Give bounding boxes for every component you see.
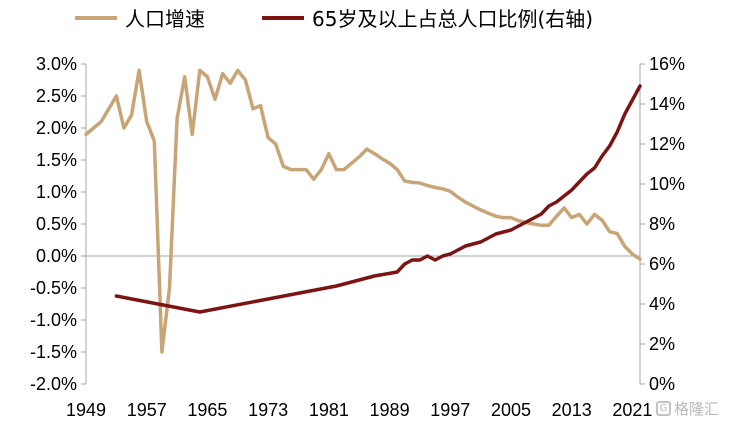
y-left-tick-label: 2.0%: [36, 118, 77, 138]
x-tick-label: 1997: [430, 400, 470, 420]
x-tick-label: 1965: [187, 400, 227, 420]
y-left-tick-label: -1.0%: [30, 310, 77, 330]
series-line-2: [114, 84, 642, 314]
y-right-tick-label: 12%: [649, 134, 685, 154]
y-left-tick-label: -2.0%: [30, 374, 77, 394]
legend-label-2: 65岁及以上占总人口比例(右轴): [312, 7, 593, 31]
y-left-tick-label: -0.5%: [30, 278, 77, 298]
y-left-tick-label: 0.5%: [36, 214, 77, 234]
x-tick-label: 1957: [127, 400, 167, 420]
y-left-tick-label: 0.0%: [36, 246, 77, 266]
watermark: G 格隆汇: [656, 398, 719, 419]
watermark-text: 格隆汇: [674, 400, 720, 418]
y-left-tick-label: 1.5%: [36, 150, 77, 170]
y-left-tick-label: 2.5%: [36, 86, 77, 106]
x-tick-label: 1989: [370, 400, 410, 420]
x-tick-label: 1949: [66, 400, 106, 420]
y-right-tick-label: 14%: [649, 94, 685, 114]
watermark-icon: G: [656, 401, 671, 416]
y-left-tick-label: 3.0%: [36, 54, 77, 74]
y-right-tick-label: 8%: [649, 214, 675, 234]
x-tick-label: 1981: [309, 400, 349, 420]
x-tick-label: 1973: [248, 400, 288, 420]
y-right-tick-label: 10%: [649, 174, 685, 194]
x-tick-label: 2021: [612, 400, 652, 420]
y-left-tick-label: -1.5%: [30, 342, 77, 362]
y-left-tick-label: 1.0%: [36, 182, 77, 202]
series-group: [84, 68, 642, 354]
y-right-tick-label: 16%: [649, 54, 685, 74]
y-right-tick-label: 6%: [649, 254, 675, 274]
legend: 人口增速 65岁及以上占总人口比例(右轴): [75, 7, 593, 31]
y-right-tick-label: 0%: [649, 374, 675, 394]
y-right-tick-label: 2%: [649, 334, 675, 354]
x-tick-label: 2013: [552, 400, 592, 420]
x-tick-label: 2005: [491, 400, 531, 420]
y-right-tick-label: 4%: [649, 294, 675, 314]
legend-label-1: 人口增速: [125, 7, 205, 31]
axes: -2.0% -1.5% -1.0% -0.5% 0.0% 0.5% 1.0% 1.5% 2.0%…: [30, 54, 685, 420]
series-line-1: [84, 68, 642, 354]
